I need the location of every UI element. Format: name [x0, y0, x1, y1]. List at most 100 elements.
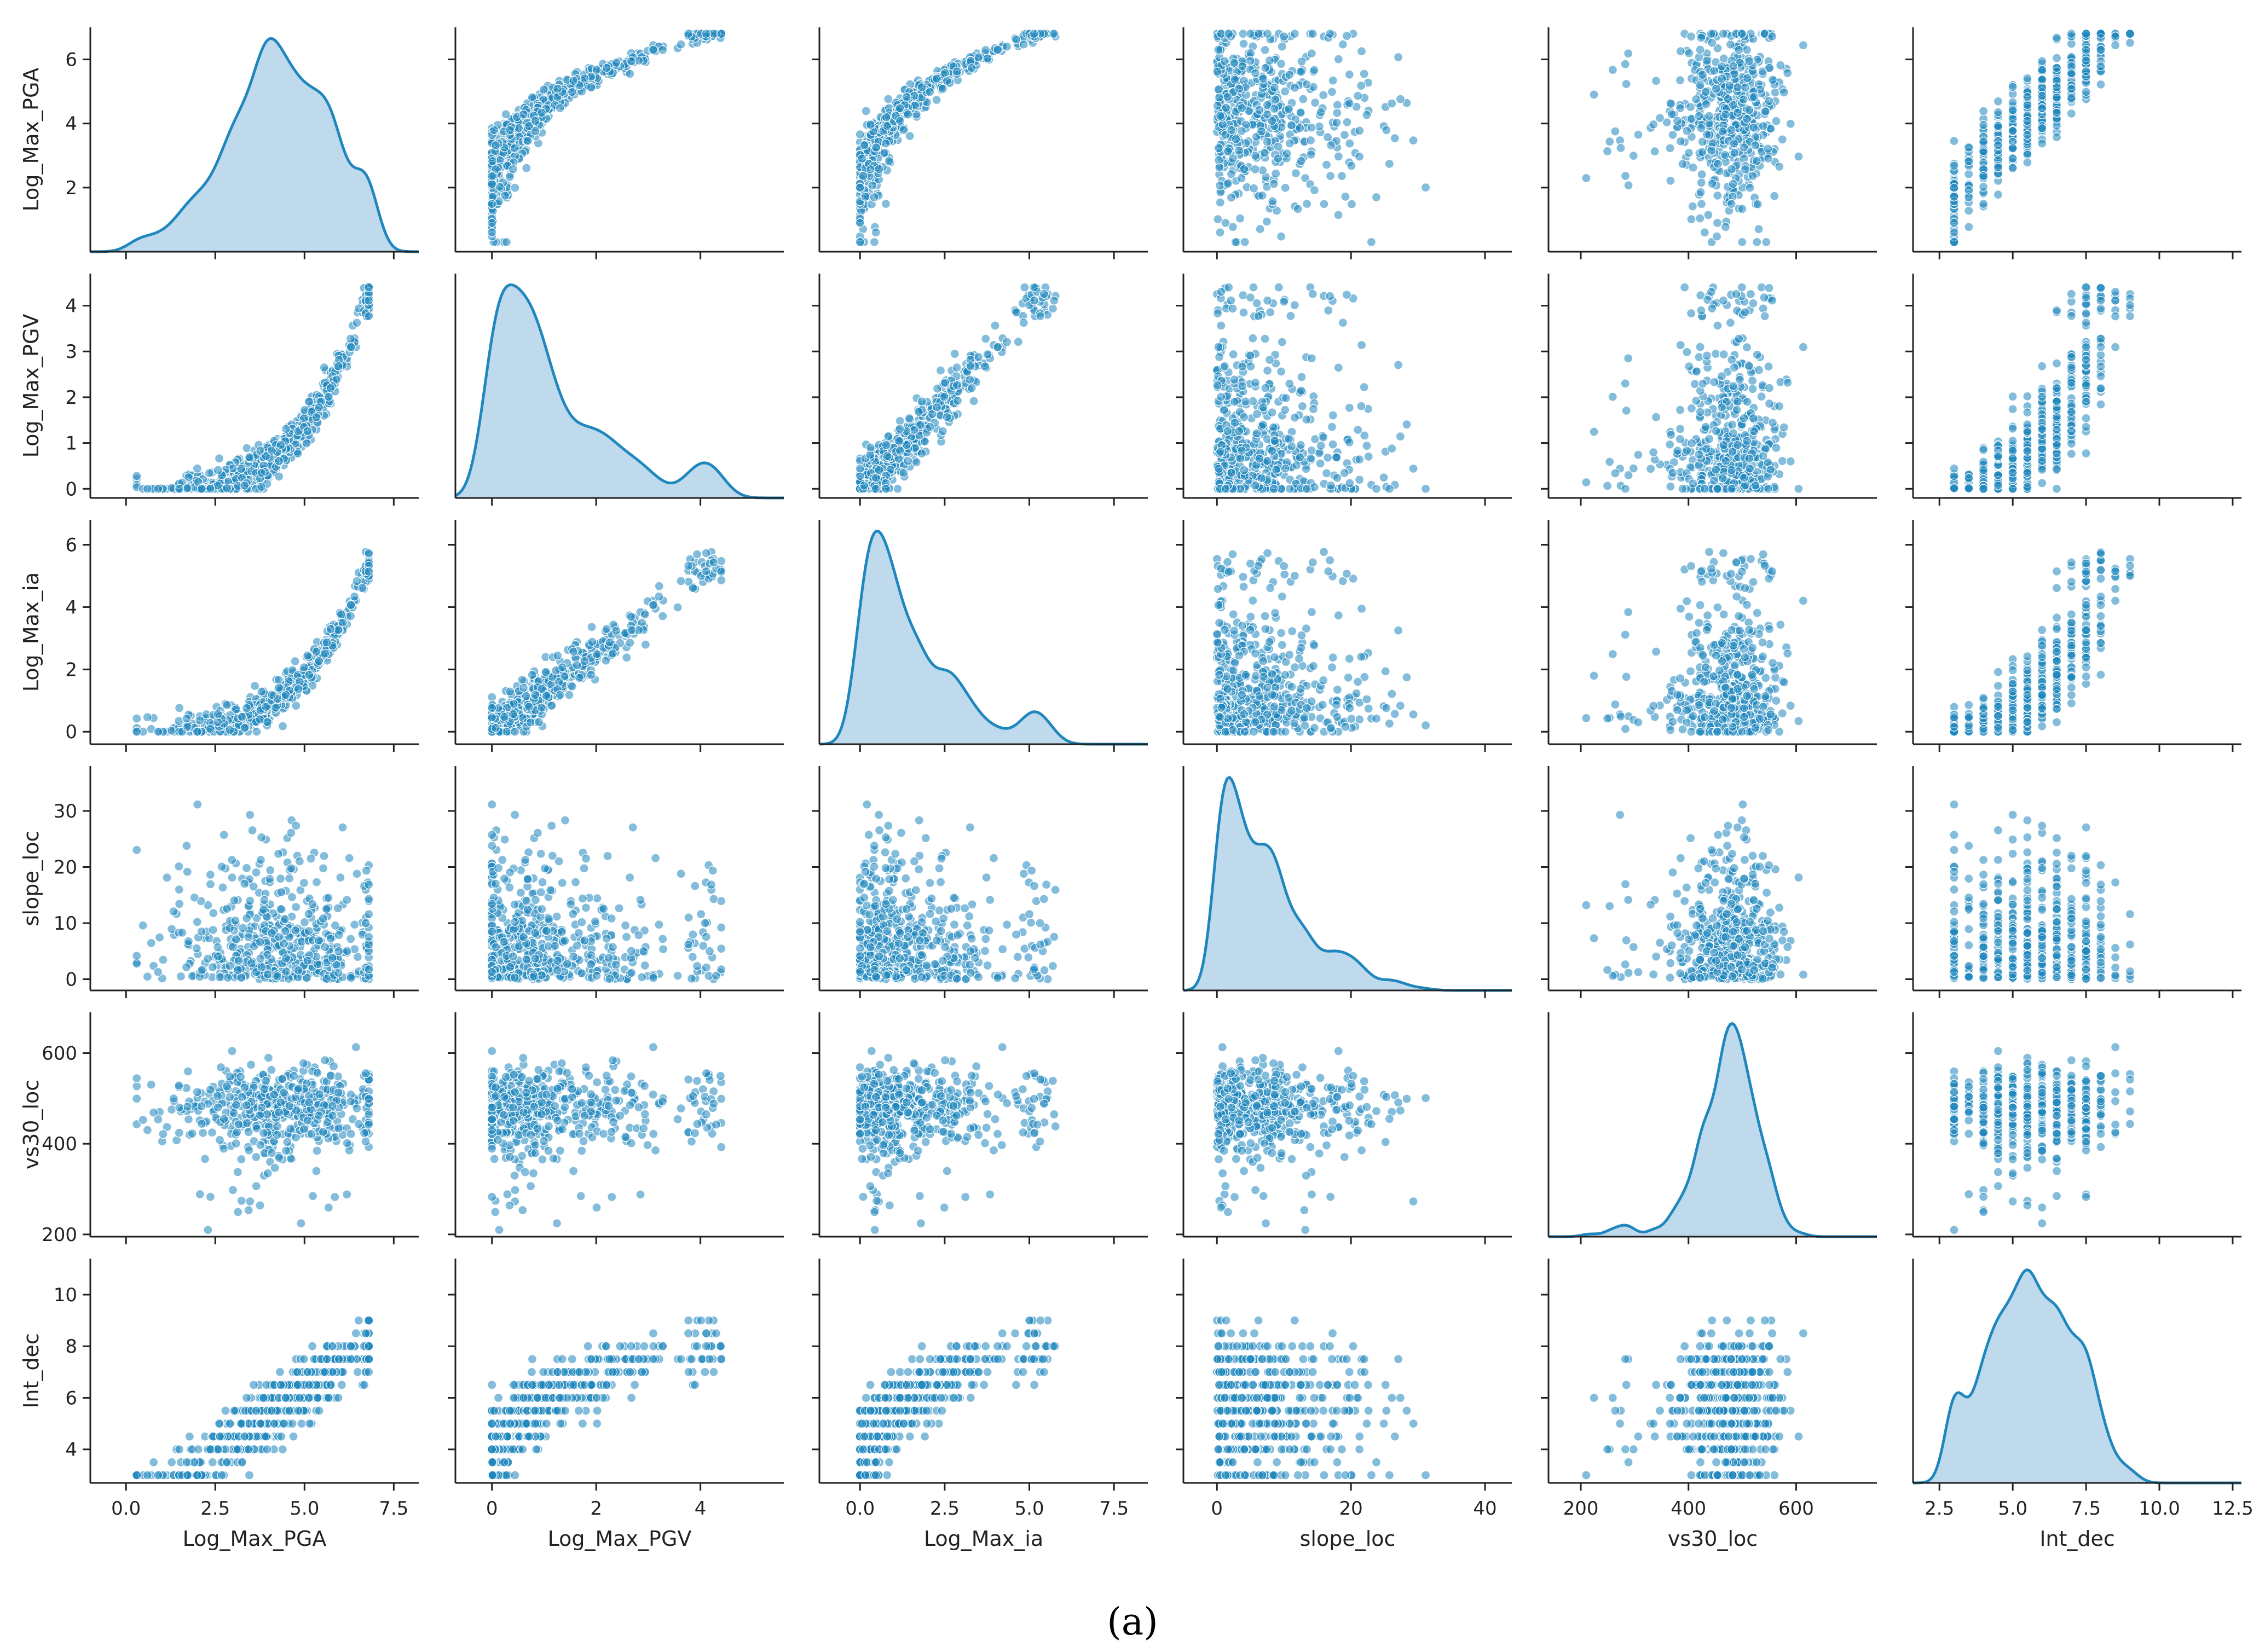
point: [1993, 163, 2003, 172]
point: [1379, 472, 1389, 483]
point: [1610, 468, 1620, 478]
point: [1621, 405, 1631, 416]
point: [1589, 90, 1599, 100]
point: [500, 190, 510, 200]
point: [1270, 95, 1280, 105]
point: [1764, 63, 1775, 73]
point: [1752, 350, 1762, 360]
point: [1319, 90, 1328, 100]
point: [1221, 218, 1230, 228]
point: [1701, 422, 1711, 432]
point: [1255, 454, 1264, 463]
point: [586, 82, 596, 92]
point: [1720, 150, 1730, 160]
point: [1949, 183, 1959, 193]
point: [192, 463, 202, 473]
point: [983, 54, 992, 63]
point: [1291, 169, 1301, 178]
point: [1737, 282, 1747, 292]
point: [1732, 397, 1742, 407]
point: [1332, 108, 1342, 118]
point: [1325, 291, 1335, 301]
point: [1764, 398, 1775, 409]
point: [869, 192, 879, 202]
point: [2008, 163, 2018, 173]
panel-Log_Max_PGV-vs-slope_loc: [1176, 274, 1512, 506]
point: [1226, 169, 1236, 179]
point: [1767, 75, 1778, 85]
point: [1711, 465, 1721, 475]
point: [1325, 29, 1335, 39]
point: [1234, 84, 1244, 94]
point: [1718, 29, 1729, 39]
point: [861, 106, 871, 116]
point: [2008, 143, 2018, 153]
point: [1608, 65, 1617, 75]
point: [1694, 450, 1704, 460]
point: [1713, 159, 1723, 169]
point: [1286, 311, 1296, 321]
point: [1267, 116, 1277, 126]
point: [1020, 282, 1030, 292]
point: [523, 136, 533, 146]
point: [1979, 171, 1989, 181]
point: [1328, 410, 1338, 420]
point: [1245, 56, 1255, 66]
point: [925, 87, 935, 97]
point: [1269, 83, 1279, 92]
point: [1297, 372, 1307, 382]
point: [914, 407, 924, 417]
point: [1752, 237, 1762, 247]
point: [1261, 383, 1270, 393]
point: [925, 422, 935, 432]
point: [1344, 98, 1354, 108]
point: [1777, 456, 1787, 466]
point: [281, 424, 291, 434]
point: [2052, 108, 2062, 118]
point: [333, 361, 343, 371]
point: [1297, 401, 1307, 411]
point: [352, 318, 362, 328]
point: [1696, 33, 1706, 43]
point: [1212, 380, 1222, 390]
point: [1749, 123, 1759, 132]
point: [1696, 199, 1707, 209]
point: [1739, 413, 1749, 424]
point: [2052, 63, 2062, 73]
point: [1753, 199, 1763, 209]
point: [917, 397, 927, 407]
point: [1759, 293, 1769, 303]
point: [1721, 109, 1731, 119]
point: [1235, 213, 1245, 223]
point: [2052, 82, 2062, 92]
point: [1688, 163, 1698, 172]
point: [882, 451, 892, 461]
point: [1633, 130, 1643, 140]
point: [1728, 179, 1738, 189]
point: [1695, 407, 1705, 417]
point: [1649, 119, 1659, 129]
point: [1213, 309, 1223, 318]
point: [1742, 73, 1752, 83]
point: [1701, 444, 1711, 454]
point: [1296, 440, 1305, 450]
point: [1280, 405, 1290, 415]
point: [1268, 196, 1278, 206]
point: [2096, 350, 2106, 360]
point: [1719, 54, 1729, 63]
point: [1002, 42, 1012, 51]
point: [182, 483, 192, 493]
point: [257, 482, 267, 492]
point: [1726, 465, 1737, 475]
kde-fill-Log_Max_PGV: [455, 285, 784, 498]
point: [1328, 76, 1338, 85]
point: [1228, 349, 1238, 360]
point: [505, 172, 515, 182]
y-tick-label: 2: [65, 387, 77, 409]
point: [871, 484, 881, 494]
point: [1285, 484, 1295, 494]
point: [2052, 358, 2062, 368]
kde-fill-Log_Max_PGA: [90, 38, 419, 252]
point: [1223, 92, 1233, 102]
